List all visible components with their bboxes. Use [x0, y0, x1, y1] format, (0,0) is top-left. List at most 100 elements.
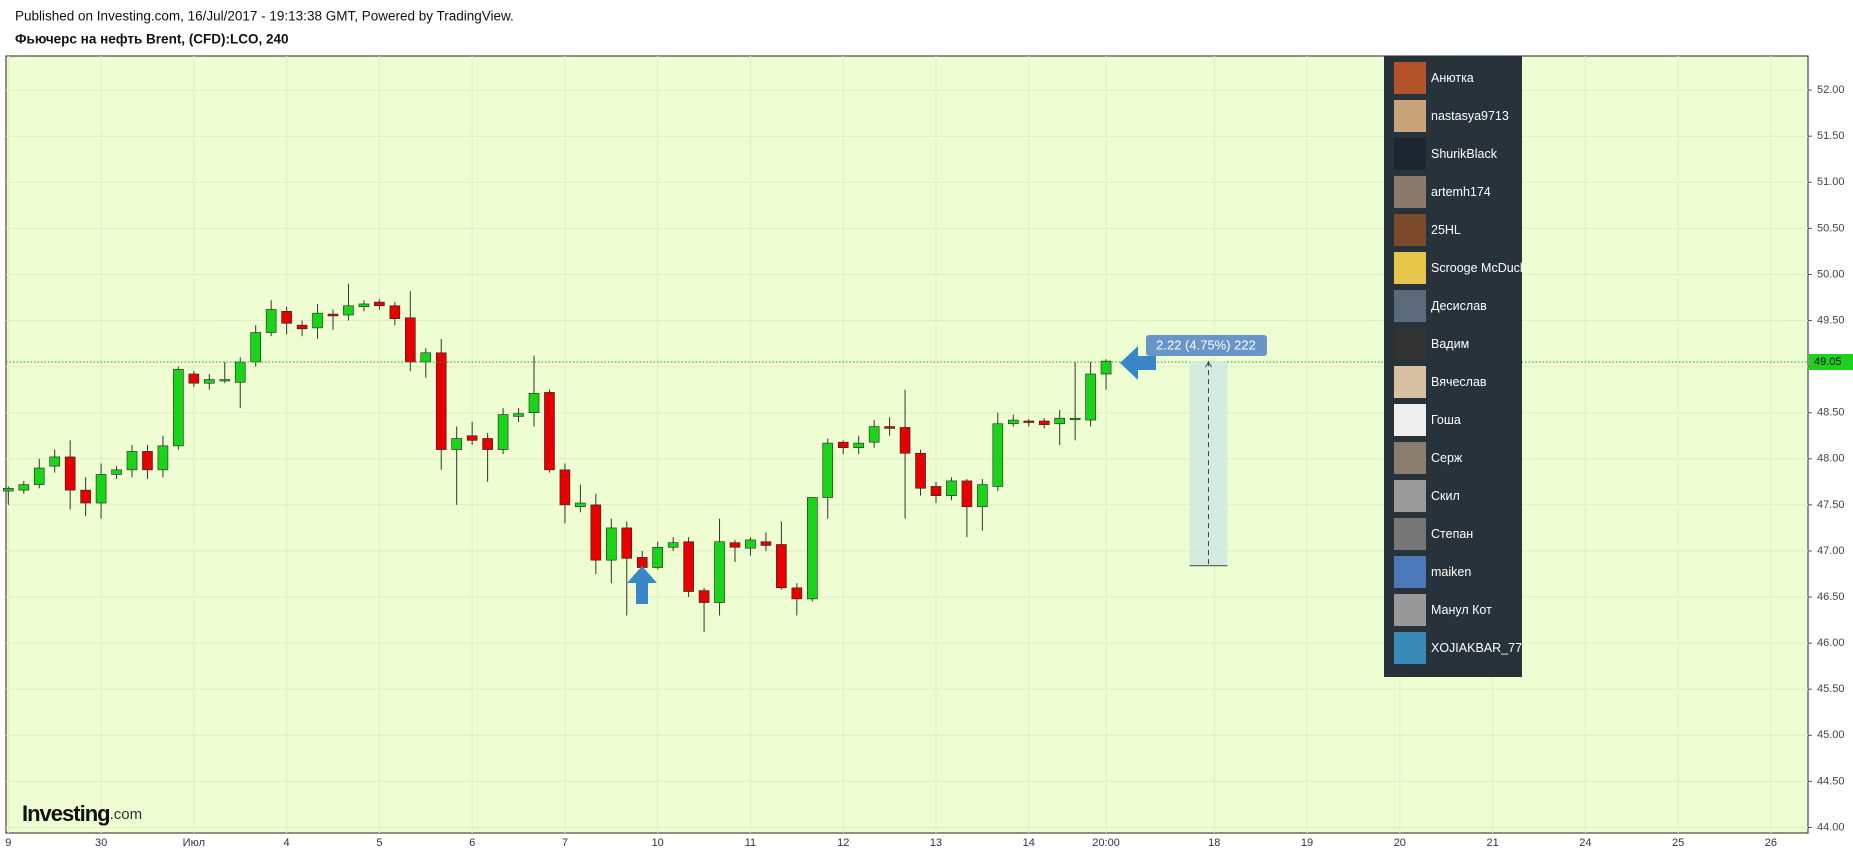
y-tick-label: 48.00: [1817, 453, 1845, 465]
user-name: Вадим: [1431, 337, 1470, 351]
x-tick-label: 14: [1023, 837, 1035, 849]
user-row[interactable]: Скил: [1394, 480, 1522, 514]
user-name: Десислав: [1431, 299, 1487, 313]
chart-subtitle: Published on Investing.com, 16/Jul/2017 …: [15, 9, 514, 24]
candle-body: [853, 442, 864, 449]
y-tick-label: 46.00: [1817, 637, 1845, 649]
y-tick-label: 51.50: [1817, 130, 1845, 142]
candle-body: [884, 426, 895, 429]
candle-body: [188, 373, 200, 384]
candle-body: [389, 305, 401, 319]
candle-body: [358, 303, 370, 308]
x-tick-label: 12: [837, 837, 849, 849]
x-tick-label: 7: [562, 837, 568, 849]
user-row[interactable]: Манул Кот: [1394, 594, 1522, 628]
candle-body: [142, 451, 153, 471]
y-tick-label: 45.50: [1817, 683, 1845, 695]
user-row[interactable]: nastasya9713: [1394, 100, 1522, 134]
user-row[interactable]: 25HL: [1394, 214, 1522, 248]
user-name: Серж: [1431, 451, 1463, 465]
user-row[interactable]: maiken: [1394, 556, 1522, 590]
user-name: ShurikBlack: [1431, 147, 1497, 161]
candle-body: [729, 542, 741, 548]
x-tick-label: 9: [5, 837, 11, 849]
candle-body: [1054, 417, 1065, 425]
candle-body: [111, 469, 122, 475]
candle-body: [327, 313, 339, 317]
candle-body: [760, 541, 772, 546]
x-tick-label: 20:00: [1092, 837, 1120, 849]
candle-body: [157, 445, 169, 471]
candle-body: [807, 497, 818, 600]
y-tick-label: 48.50: [1817, 407, 1845, 419]
user-name: Скил: [1431, 489, 1460, 503]
candle-body: [219, 379, 231, 382]
user-name: Манул Кот: [1431, 603, 1492, 617]
user-row[interactable]: Scrooge McDuck: [1394, 252, 1522, 286]
candle-body: [3, 487, 14, 492]
x-tick-label: 4: [284, 837, 290, 849]
user-row[interactable]: artemh174: [1394, 176, 1522, 210]
user-row[interactable]: Гоша: [1394, 404, 1522, 438]
y-tick-label: 44.50: [1817, 775, 1845, 787]
avatar: [1394, 404, 1426, 436]
candle-body: [667, 542, 679, 548]
x-tick-label: 21: [1486, 837, 1498, 849]
candle-body: [915, 452, 926, 489]
candle-body: [621, 527, 633, 559]
candle-body: [18, 484, 30, 491]
candle-body: [652, 546, 663, 568]
user-row[interactable]: Серж: [1394, 442, 1522, 476]
user-row[interactable]: Степан: [1394, 518, 1522, 552]
candle-body: [250, 332, 261, 363]
candle-body: [606, 527, 617, 561]
user-row[interactable]: Вячеслав: [1394, 366, 1522, 400]
user-row[interactable]: Десислав: [1394, 290, 1522, 324]
user-row[interactable]: ShurikBlack: [1394, 138, 1522, 172]
candle-body: [837, 441, 849, 449]
last-price-label: 49.05: [1814, 356, 1842, 368]
x-tick-label: 10: [652, 837, 664, 849]
avatar: [1394, 556, 1426, 588]
candle-body: [575, 502, 586, 508]
logo: Investing.com: [22, 801, 142, 826]
candle-body: [343, 305, 354, 316]
candle-body: [435, 352, 447, 450]
avatar: [1394, 594, 1426, 626]
candle-body: [466, 435, 478, 441]
measure-label-box: [1146, 335, 1267, 356]
candle-body: [374, 301, 385, 307]
candle-body: [745, 539, 756, 549]
candle-body: [899, 427, 911, 454]
candle-body: [1100, 360, 1112, 375]
candle-body: [497, 414, 509, 450]
candle-body: [544, 392, 555, 471]
candle-body: [312, 312, 323, 329]
candle-body: [204, 379, 215, 384]
candle-body: [405, 317, 416, 363]
candle-body: [513, 413, 524, 417]
avatar: [1394, 138, 1426, 170]
candle-body: [868, 426, 880, 443]
avatar: [1394, 632, 1426, 664]
candle-body: [1085, 373, 1096, 421]
y-tick-label: 52.00: [1817, 84, 1845, 96]
candle-body: [95, 474, 107, 504]
x-tick-label: 24: [1579, 837, 1591, 849]
candle-body: [930, 486, 942, 496]
y-tick-label: 51.00: [1817, 176, 1845, 188]
candle-body: [683, 541, 694, 592]
x-tick-label: 25: [1672, 837, 1684, 849]
avatar: [1394, 328, 1426, 360]
y-tick-label: 45.00: [1817, 729, 1845, 741]
x-tick-label: 5: [376, 837, 382, 849]
user-row[interactable]: Анютка: [1394, 62, 1522, 96]
user-name: Степан: [1431, 527, 1474, 541]
y-tick-label: 50.50: [1817, 222, 1845, 234]
candle-body: [33, 467, 45, 485]
arrow-up: [627, 566, 657, 604]
avatar: [1394, 100, 1426, 132]
user-row[interactable]: XOJIAKBAR_777: [1394, 632, 1522, 666]
user-row[interactable]: Вадим: [1394, 328, 1522, 362]
candle-body: [482, 438, 493, 450]
